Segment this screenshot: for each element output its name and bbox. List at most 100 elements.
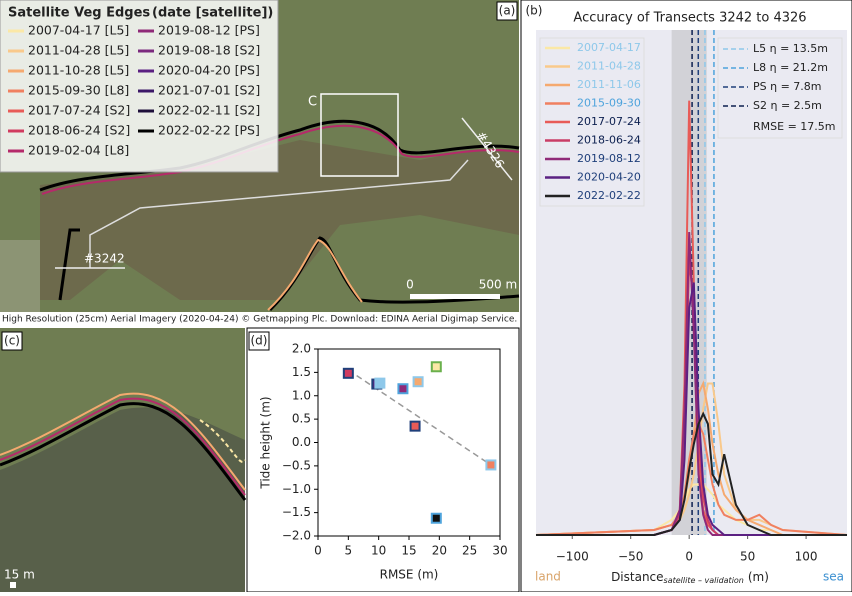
panel-label: (d)	[251, 334, 268, 348]
legend-label: 2019-08-18 [S2]	[158, 43, 260, 58]
legend-label: PS η = 7.8m	[753, 80, 822, 93]
y-tick-label: −0.5	[282, 458, 311, 472]
y-tick-label: −1.5	[282, 505, 311, 519]
scale-label: 15 m	[4, 568, 35, 582]
box-label: C	[308, 95, 317, 110]
panel-d	[246, 327, 520, 593]
legend-label: 2022-02-11 [S2]	[158, 103, 260, 118]
x-axis-label-part: satellite – validation	[664, 576, 744, 585]
transect-path	[89, 159, 469, 268]
y-axis-label: Tide height (m)	[259, 396, 273, 489]
panel-label-box	[248, 331, 270, 351]
x-tick-label: 0	[314, 544, 322, 558]
panel-label: (c)	[4, 334, 20, 348]
x-tick-label: −100	[556, 550, 589, 564]
x-axis-label: RMSE (m)	[380, 568, 439, 582]
legend-label: 2015-09-30 [L8]	[28, 83, 129, 98]
y-tick-label: −1.0	[282, 482, 311, 496]
point	[430, 512, 442, 524]
point	[397, 383, 409, 395]
y-tick-label: 2.0	[292, 342, 311, 356]
legend-label: 2020-04-20 [PS]	[158, 63, 260, 78]
x-tick-label: −50	[618, 550, 643, 564]
inset-box	[320, 93, 399, 177]
y-tick-label: −2.0	[282, 529, 311, 543]
sea-label: sea	[823, 570, 844, 584]
legend-label: 2018-06-24	[577, 134, 641, 147]
legend-subtitle: (date [satellite])	[152, 6, 273, 21]
shoreline	[0, 397, 246, 496]
x-axis-label-part: Distance	[611, 570, 663, 584]
legend-label: L8 η = 21.2m	[753, 61, 828, 74]
legend-label: 2019-08-12 [PS]	[158, 23, 260, 38]
water	[40, 140, 519, 300]
x-tick-label: 100	[795, 550, 818, 564]
legend-label: 2011-04-28	[577, 60, 641, 73]
legend-label: 2011-11-06	[577, 78, 641, 91]
urban	[0, 240, 40, 312]
density-line	[536, 411, 847, 536]
legend-label: 2017-07-24 [S2]	[28, 103, 130, 118]
legend-label: 2011-10-28 [L5]	[28, 63, 129, 78]
legend-label: 2007-04-17 [L5]	[28, 23, 129, 38]
shoreline	[0, 402, 247, 501]
land-label: land	[535, 570, 561, 584]
legend-box	[717, 37, 843, 139]
legend-label: 2018-06-24 [S2]	[28, 123, 130, 138]
legend-label: 2019-02-04 [L8]	[28, 143, 129, 158]
chart-title: Accuracy of Transects 3242 to 4326	[573, 11, 806, 26]
shoreline	[267, 238, 363, 311]
caption: High Resolution (25cm) Aerial Imagery (2…	[2, 315, 517, 325]
point	[409, 420, 421, 432]
legend-title: Satellite Veg Edges	[8, 6, 150, 21]
scale-label: 0	[406, 278, 414, 292]
legend-label: 2019-08-12	[577, 152, 641, 165]
legend-label: 2015-09-30	[577, 97, 641, 110]
y-tick-label: 0.5	[292, 412, 311, 426]
x-axis-label: Distancesatellite – validation (m)	[611, 570, 769, 585]
legend-label: 2017-07-24	[577, 115, 641, 128]
x-tick-label: 0	[685, 550, 693, 564]
panel-label: (b)	[526, 4, 543, 18]
panel-label-box	[1, 331, 23, 351]
x-tick-label: 50	[740, 550, 755, 564]
legend-label: 2020-04-20	[577, 171, 641, 184]
point	[485, 459, 497, 471]
x-tick-label: 20	[432, 544, 447, 558]
legend-label: L5 η = 13.5m	[753, 42, 828, 55]
point	[342, 367, 354, 379]
x-axis-label-part: (m)	[748, 570, 769, 584]
legend-label: S2 η = 2.5m	[753, 99, 822, 112]
shoreline	[39, 119, 520, 192]
water	[0, 407, 245, 592]
x-tick-label: 25	[462, 544, 477, 558]
scale-label: 500 m	[479, 278, 517, 292]
map-c	[0, 328, 247, 592]
legend-label: 2021-07-01 [S2]	[158, 83, 260, 98]
map-a	[0, 0, 520, 312]
legend-label: 2022-02-22	[577, 189, 641, 202]
scale-bar	[410, 294, 500, 299]
panel-label-box	[496, 1, 518, 21]
point	[412, 376, 424, 388]
y-tick-label: 1.0	[292, 388, 311, 402]
annotation: RMSE = 17.5m	[753, 120, 835, 133]
transect	[461, 117, 513, 181]
y-tick-label: 1.5	[292, 365, 311, 379]
transect-label: #3242	[84, 252, 125, 266]
point	[430, 361, 442, 373]
y-tick-label: 0.0	[292, 435, 311, 449]
panel-label: (a)	[499, 4, 516, 18]
shoreline	[41, 124, 520, 195]
legend-label: 2022-02-22 [PS]	[158, 123, 260, 138]
x-tick-label: 15	[401, 544, 416, 558]
scale-bar	[10, 582, 16, 588]
x-tick-label: 5	[345, 544, 353, 558]
point	[374, 377, 386, 389]
caption-bar	[0, 312, 519, 326]
trend-line	[347, 369, 492, 466]
x-tick-label: 30	[492, 544, 507, 558]
shoreline	[0, 392, 246, 491]
legend-label: 2011-04-28 [L5]	[28, 43, 129, 58]
